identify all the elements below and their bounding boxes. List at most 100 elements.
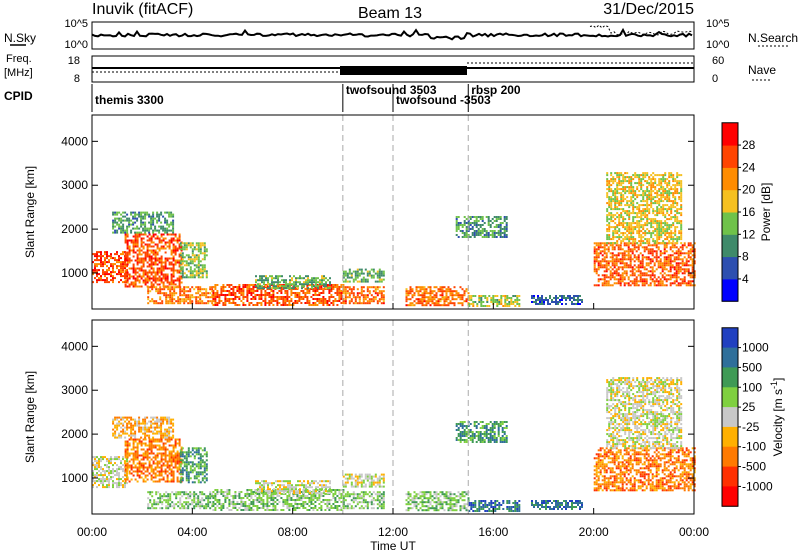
power-echo-cell (666, 204, 669, 207)
power-echo-cell (136, 267, 139, 270)
velocity-echo-cell (197, 453, 200, 456)
power-echo-cell (627, 248, 630, 251)
power-echo-cell (640, 224, 643, 227)
power-echo-cell (154, 217, 157, 220)
power-echo-cell (292, 292, 295, 294)
power-echo-cell (518, 299, 521, 301)
power-echo-cell (674, 232, 677, 235)
velocity-echo-cell (181, 477, 184, 480)
power-echo-cell (191, 262, 194, 265)
power-echo-cell (102, 269, 104, 272)
power-echo-cell (646, 180, 649, 183)
velocity-echo-cell (174, 444, 177, 447)
power-echo-cell (171, 298, 174, 301)
power-echo-cell (678, 222, 681, 225)
power-echo-cell (155, 288, 158, 291)
power-echo-cell (110, 279, 112, 282)
velocity-echo-cell (148, 448, 151, 451)
power-echo-cell (628, 212, 631, 215)
velocity-echo-cell (185, 475, 188, 478)
power-echo-cell (346, 286, 349, 289)
power-echo-cell (228, 290, 231, 292)
power-echo-cell (187, 244, 190, 247)
power-echo-cell (624, 176, 627, 179)
power-echo-cell (675, 264, 678, 267)
power-echo-cell (174, 269, 177, 272)
power-echo-cell (222, 304, 225, 306)
power-echo-cell (185, 274, 188, 277)
velocity-echo-cell (185, 465, 188, 468)
power-echo-cell (336, 284, 339, 286)
power-echo-cell (197, 258, 200, 261)
power-echo-cell (601, 282, 604, 285)
power-echo-cell (164, 251, 167, 254)
power-echo-cell (670, 234, 673, 237)
power-echo-cell (617, 280, 620, 283)
power-echo-cell (597, 252, 600, 255)
power-echo-cell (656, 240, 659, 243)
velocity-echo-cell (195, 475, 198, 478)
power-echo-cell (490, 299, 493, 301)
power-echo-cell (334, 298, 337, 300)
power-echo-cell (555, 297, 557, 299)
power-echo-cell (606, 210, 609, 213)
nave-tick-top: 60 (712, 55, 724, 67)
power-echo-cell (644, 176, 647, 179)
power-echo-cell (677, 258, 680, 261)
power-echo-cell (162, 261, 165, 264)
power-echo-cell (658, 232, 661, 235)
power-echo-cell (189, 272, 192, 275)
power-echo-cell (352, 296, 355, 299)
power-echo-cell (660, 208, 663, 211)
power-echo-cell (94, 269, 96, 272)
power-echo-cell (146, 277, 149, 280)
power-echo-cell (166, 223, 169, 226)
power-echo-cell (267, 281, 269, 284)
velocity-echo-cell (199, 471, 202, 474)
power-echo-cell (494, 301, 497, 303)
velocity-echo-cell (158, 448, 161, 451)
velocity-echo-cell (142, 468, 145, 471)
power-echo-cell (622, 178, 625, 181)
power-echo-cell (421, 298, 424, 301)
power-echo-cell (336, 288, 339, 290)
power-echo-cell (189, 274, 192, 277)
power-echo-cell (443, 286, 446, 289)
power-echo-cell (146, 249, 149, 252)
power-echo-cell (617, 252, 620, 255)
power-echo-cell (362, 290, 365, 293)
power-echo-cell (577, 299, 579, 301)
power-echo-cell (214, 298, 217, 300)
power-echo-cell (613, 260, 616, 263)
power-echo-cell (640, 212, 643, 215)
power-echo-cell (662, 226, 665, 229)
power-echo-cell (677, 268, 680, 271)
power-echo-cell (666, 200, 669, 203)
power-echo-cell (503, 232, 506, 234)
power-echo-cell (134, 279, 137, 282)
power-echo-cell (449, 292, 452, 295)
power-echo-cell (246, 288, 249, 290)
power-echo-cell (358, 280, 361, 283)
power-echo-cell (199, 276, 202, 279)
power-echo-cell (499, 226, 502, 228)
power-echo-cell (610, 208, 613, 211)
power-echo-cell (640, 214, 643, 217)
power-echo-cell (144, 277, 147, 280)
power-echo-cell (156, 259, 159, 262)
power-echo-cell (191, 254, 194, 257)
power-echo-cell (315, 285, 317, 288)
power-echo-cell (494, 299, 497, 301)
power-echo-cell (148, 263, 151, 266)
power-echo-cell (459, 224, 462, 226)
power-echo-cell (631, 270, 634, 273)
power-echo-cell (203, 246, 206, 249)
power-echo-cell (629, 266, 632, 269)
power-echo-cell (104, 257, 106, 260)
power-echo-cell (612, 236, 615, 239)
power-echo-cell (193, 246, 196, 249)
power-echo-cell (653, 256, 656, 259)
velocity-echo-cell (136, 468, 139, 471)
power-echo-cell (650, 196, 653, 199)
power-echo-cell (120, 229, 123, 232)
